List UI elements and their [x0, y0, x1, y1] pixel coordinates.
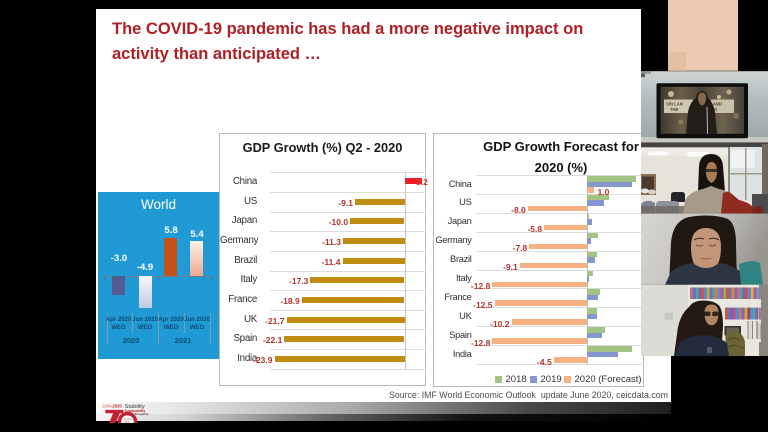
svg-text:Sustainability: Sustainability [125, 409, 146, 413]
svg-text:THE: THE [670, 107, 679, 112]
svg-text:Shared Prosperity: Shared Prosperity [125, 412, 150, 416]
svg-text:BANK: BANK [125, 420, 131, 423]
svg-text:Stability: Stability [125, 404, 145, 410]
svg-text:-2020: -2020 [111, 404, 122, 409]
svg-text:WORLD: WORLD [124, 419, 133, 421]
svg-text:RO: RO [711, 107, 718, 112]
svg-text:SRI LAN: SRI LAN [666, 102, 683, 107]
svg-text:1950: 1950 [102, 404, 112, 409]
svg-text:Y AND: Y AND [709, 102, 722, 107]
